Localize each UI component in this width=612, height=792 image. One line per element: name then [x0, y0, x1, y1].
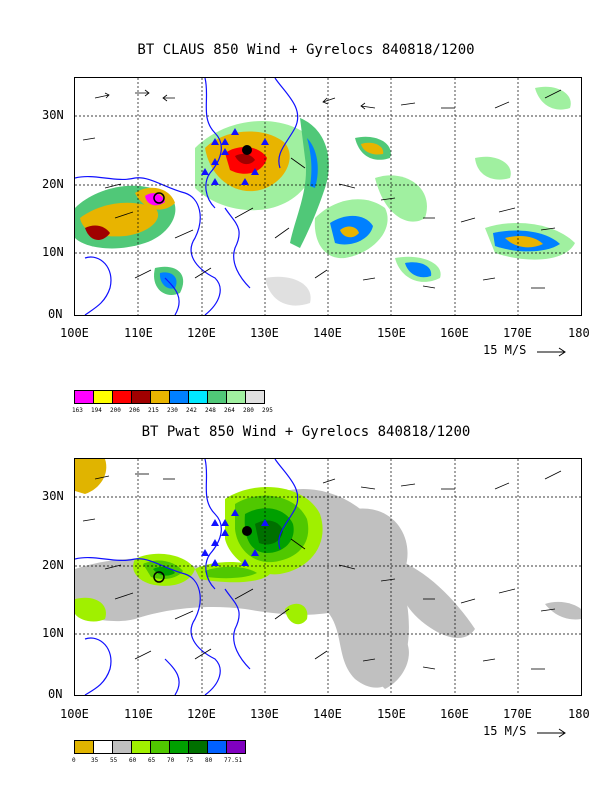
panel2-colorbar-swatch: [207, 740, 227, 754]
panel2-ytick-0N: 0N: [48, 687, 63, 701]
panel2-scale-arrow: [537, 728, 566, 738]
panel1-colorbar-swatch: [112, 390, 132, 404]
panel2-colorbar-label: 80: [205, 757, 213, 764]
panel1-xtick-160E: 160E: [440, 326, 469, 340]
panel2-ytick-10N: 10N: [42, 626, 64, 640]
panel2-scale-label: 15 M/S: [483, 724, 527, 738]
panel1-ytick-30N: 30N: [42, 108, 64, 122]
panel2-colorbar-label: 75: [186, 757, 194, 764]
panel1-wind-arrows: [82, 89, 562, 289]
panel1-scale-label: 15 M/S: [483, 343, 527, 357]
panel2-gyre-markers: [153, 509, 269, 583]
panel2-colorbar-label: 70: [167, 757, 175, 764]
panel2-map: [74, 458, 582, 696]
panel2-wind-arrows: [82, 470, 562, 670]
panel2-title: BT Pwat 850 Wind + Gyrelocs 840818/1200: [141, 424, 471, 440]
panel1-scale-arrow: [537, 347, 566, 357]
panel2-colorbar-label: 35: [91, 757, 99, 764]
panel2-colorbar-label: 77.51: [224, 757, 243, 764]
panel2-colorbar-swatch: [74, 740, 94, 754]
panel1-colorbar-swatch: [131, 390, 151, 404]
panel2-ytick-30N: 30N: [42, 489, 64, 503]
panel1-xtick-150E: 150E: [377, 326, 406, 340]
panel1-colorbar-label: 248: [205, 407, 216, 414]
panel2-colorbar-swatch: [169, 740, 189, 754]
panel2-ytick-20N: 20N: [42, 558, 64, 572]
panel1-colorbar-swatch: [226, 390, 246, 404]
panel1-colorbar-label: 295: [262, 407, 273, 414]
panel2-colorbar: [74, 740, 246, 754]
panel1-colorbar: [74, 390, 265, 404]
panel2-colorbar-label: 0: [72, 757, 76, 764]
panel1-xtick-180: 180: [568, 326, 590, 340]
panel2-colorbar-swatch: [226, 740, 246, 754]
panel2-pwat-shading: [75, 459, 581, 689]
panel1-colorbar-label: 264: [224, 407, 235, 414]
panel1-colorbar-label: 163: [72, 407, 83, 414]
panel2-xtick-160E: 160E: [440, 707, 469, 721]
panel1-cloud-shading: [75, 86, 575, 306]
panel1-ytick-0N: 0N: [48, 307, 63, 321]
panel1-grid: [75, 78, 581, 315]
panel1-ytick-20N: 20N: [42, 177, 64, 191]
panel1-colorbar-label: 230: [167, 407, 178, 414]
panel1-colorbar-swatch: [245, 390, 265, 404]
panel2-xtick-170E: 170E: [503, 707, 532, 721]
panel2-colorbar-swatch: [150, 740, 170, 754]
panel1-colorbar-label: 280: [243, 407, 254, 414]
panel1-colorbar-swatch: [188, 390, 208, 404]
panel1-colorbar-label: 242: [186, 407, 197, 414]
panel1-colorbar-swatch: [169, 390, 189, 404]
panel1-colorbar-swatch: [93, 390, 113, 404]
panel1-title: BT CLAUS 850 Wind + Gyrelocs 840818/1200: [137, 42, 475, 58]
panel2-colorbar-label: 65: [148, 757, 156, 764]
panel1-gyre-markers: [153, 128, 269, 204]
panel2-xtick-150E: 150E: [377, 707, 406, 721]
panel1-colorbar-label: 194: [91, 407, 102, 414]
panel1-colorbar-label: 200: [110, 407, 121, 414]
panel2-colorbar-label: 60: [129, 757, 137, 764]
panel1-xtick-130E: 130E: [250, 326, 279, 340]
panel2-xtick-180: 180: [568, 707, 590, 721]
panel1-colorbar-label: 206: [129, 407, 140, 414]
panel2-xtick-140E: 140E: [313, 707, 342, 721]
panel1-xtick-120E: 120E: [187, 326, 216, 340]
panel2-map-svg: [75, 459, 581, 695]
panel2-xtick-130E: 130E: [250, 707, 279, 721]
panel1-xtick-100E: 100E: [60, 326, 89, 340]
panel2-grid: [75, 459, 581, 695]
panel1-xtick-110E: 110E: [124, 326, 153, 340]
panel1-xtick-140E: 140E: [313, 326, 342, 340]
panel2-colorbar-swatch: [188, 740, 208, 754]
panel1-colorbar-swatch: [150, 390, 170, 404]
panel2-colorbar-swatch: [93, 740, 113, 754]
panel1-colorbar-label: 215: [148, 407, 159, 414]
panel2-xtick-110E: 110E: [124, 707, 153, 721]
panel1-xtick-170E: 170E: [503, 326, 532, 340]
panel2-colorbar-swatch: [112, 740, 132, 754]
panel2-colorbar-label: 55: [110, 757, 118, 764]
panel1-ytick-10N: 10N: [42, 245, 64, 259]
panel1-map: [74, 77, 582, 316]
panel2-xtick-100E: 100E: [60, 707, 89, 721]
panel2-xtick-120E: 120E: [187, 707, 216, 721]
panel1-map-svg: [75, 78, 581, 315]
panel2-coastlines: [75, 459, 299, 695]
panel2-colorbar-swatch: [131, 740, 151, 754]
panel1-colorbar-swatch: [207, 390, 227, 404]
panel1-colorbar-swatch: [74, 390, 94, 404]
panel1-coastlines: [75, 78, 299, 315]
